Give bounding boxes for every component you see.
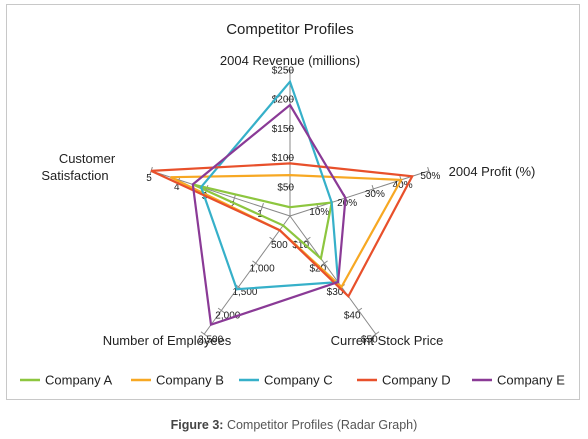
axis-label: Current Stock Price xyxy=(331,333,444,348)
radar-chart: Competitor Profiles $250 $200 $150 $100 $50 2… xyxy=(20,21,565,388)
caption-text: Competitor Profiles (Radar Graph) xyxy=(226,418,418,432)
legend-label: Company C xyxy=(264,373,333,388)
axis-label: Customer Satisfaction xyxy=(41,151,115,183)
tick-label: 2,500 xyxy=(198,334,223,345)
tick-label: 50% xyxy=(420,171,440,182)
tick-label: 30% xyxy=(365,189,385,200)
axis-line xyxy=(289,170,430,217)
caption-label: Figure 3: xyxy=(170,418,224,432)
tick-label: 500 xyxy=(271,240,288,251)
tick-label: $40 xyxy=(344,311,361,322)
tick-label: $250 xyxy=(272,66,295,77)
axis-label: Number of Employees xyxy=(103,333,232,348)
axis-label-line: Satisfaction xyxy=(41,168,108,183)
legend-label: Company B xyxy=(156,373,224,388)
chart-title: Competitor Profiles xyxy=(226,21,354,38)
tick-label: 10% xyxy=(309,207,329,218)
series-layer xyxy=(150,79,414,327)
tick-label: $50 xyxy=(277,182,294,193)
axis-tick xyxy=(269,236,277,243)
axes-layer: $250 $200 $150 $100 $50 2004 Revenue (million… xyxy=(41,53,535,348)
axis-tick xyxy=(303,236,311,243)
figure-caption: Figure 3: Competitor Profiles (Radar Gra… xyxy=(0,418,588,432)
tick-label: $150 xyxy=(272,124,295,135)
tick-label: $200 xyxy=(272,95,295,106)
legend-label: Company A xyxy=(45,373,113,388)
tick-label: $100 xyxy=(272,153,295,164)
axis-tick xyxy=(320,260,328,267)
tick-label: 2,000 xyxy=(215,311,240,322)
tick-label: 2 xyxy=(230,200,236,211)
tick-label: 4 xyxy=(174,182,180,193)
legend-label: Company E xyxy=(497,373,565,388)
legend-label: Company D xyxy=(382,373,451,388)
tick-label: 1,500 xyxy=(232,287,257,298)
axis-tick xyxy=(260,203,264,211)
tick-label: 40% xyxy=(393,180,413,191)
axis-tick xyxy=(355,307,363,314)
series-polygon xyxy=(199,79,340,291)
axis-line xyxy=(289,215,377,335)
axis-tick xyxy=(217,307,225,314)
series-polygon xyxy=(150,162,414,299)
series-polygon xyxy=(192,183,334,261)
axis-tick xyxy=(252,260,260,267)
axis-label: 2004 Profit (%) xyxy=(449,164,536,179)
tick-label: $20 xyxy=(310,263,327,274)
tick-label: $30 xyxy=(327,287,344,298)
legend: Company A Company B Company C Company D Comp… xyxy=(20,373,565,388)
tick-label: 20% xyxy=(337,198,357,209)
tick-label: $50 xyxy=(361,334,378,345)
axis-label: 2004 Revenue (millions) xyxy=(220,53,360,68)
axis-line xyxy=(203,215,291,335)
axis-tick xyxy=(371,184,376,193)
axis-tick xyxy=(372,331,380,337)
tick-label: $10 xyxy=(292,240,309,251)
axis-label-line: Customer xyxy=(59,151,116,166)
chart-frame: Competitor Profiles $250 $200 $150 $100 $50 2… xyxy=(6,4,580,400)
axis-tick xyxy=(200,331,208,337)
series-polygon xyxy=(191,103,347,327)
axis-tick xyxy=(427,166,431,175)
tick-label: 5 xyxy=(146,173,152,184)
tick-label: 1,000 xyxy=(250,263,275,274)
